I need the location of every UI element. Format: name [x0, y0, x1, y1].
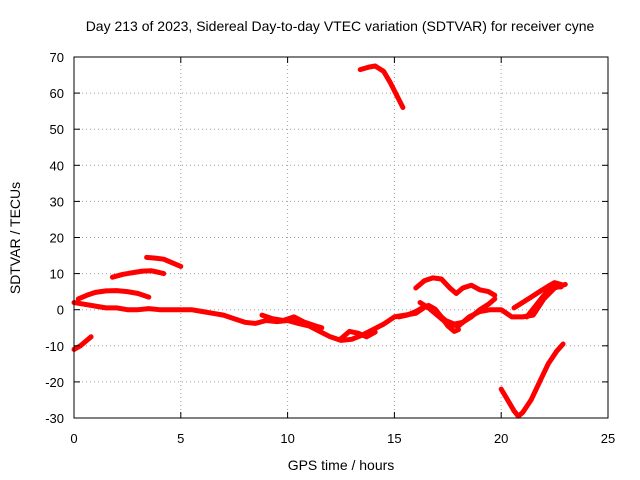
series-line-s12 [498, 341, 566, 419]
series-line-s11 [524, 283, 564, 320]
y-tick-label: 30 [50, 194, 64, 209]
series-line-s3 [75, 288, 152, 302]
y-tick-label: 50 [50, 122, 64, 137]
y-tick-label: -20 [45, 375, 64, 390]
y-tick-label: 60 [50, 86, 64, 101]
axis-ticks: 0 5 10 15 20 25 -30 -20 -10 0 10 20 30 40 50 60 70 [45, 50, 615, 446]
x-tick-label: 5 [177, 431, 184, 446]
series-line-s5 [144, 254, 184, 269]
y-tick-label: 70 [50, 50, 64, 65]
x-tick-label: 15 [387, 431, 401, 446]
series-line-s4 [109, 268, 167, 280]
series-layer [71, 63, 568, 419]
x-axis-label: GPS time / hours [288, 457, 395, 473]
series-line-s8 [413, 275, 498, 298]
series-line-s6 [357, 63, 406, 110]
x-tick-label: 25 [601, 431, 615, 446]
x-tick-label: 10 [280, 431, 294, 446]
y-axis-label: SDTVAR / TECUs [7, 182, 23, 294]
x-tick-label: 0 [70, 431, 77, 446]
y-tick-label: 0 [57, 303, 64, 318]
chart-title: Day 213 of 2023, Sidereal Day-to-day VTE… [86, 18, 595, 34]
series-line-s10 [511, 280, 564, 311]
y-tick-label: 40 [50, 158, 64, 173]
series-line-s9 [417, 296, 498, 327]
series-line-s13 [259, 312, 325, 331]
series-line-s14 [338, 328, 378, 342]
y-tick-label: -30 [45, 411, 64, 426]
grid-lines [74, 57, 608, 418]
y-tick-label: 10 [50, 267, 64, 282]
y-tick-label: -10 [45, 339, 64, 354]
series-line-s1 [71, 334, 94, 352]
y-tick-label: 20 [50, 231, 64, 246]
x-tick-label: 20 [494, 431, 508, 446]
series-line-s2 [71, 281, 568, 343]
